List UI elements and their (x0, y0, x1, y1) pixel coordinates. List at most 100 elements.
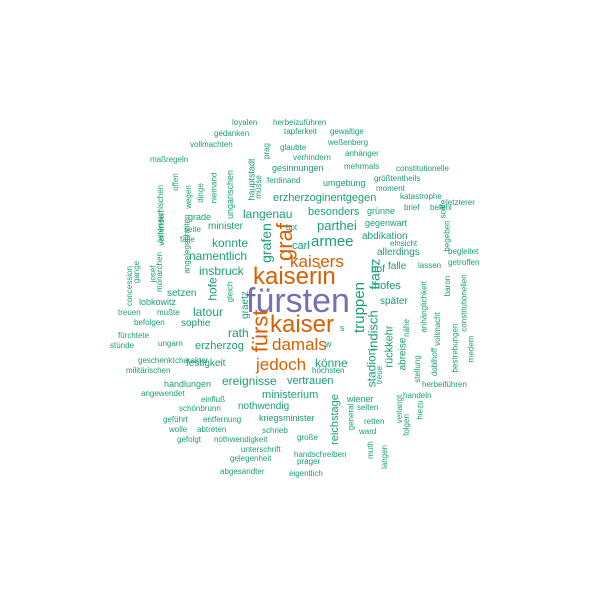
word-katastrophe: katastrophe (400, 192, 442, 201)
word-offen: offen (170, 173, 180, 191)
word-abreise: abreise (397, 337, 409, 371)
word-umgebung: umgebung (323, 178, 366, 188)
word-verhindern: verhindern (293, 153, 331, 162)
word-s: s (340, 323, 345, 333)
word-hiezu: hiezu (415, 400, 425, 420)
word-begleitet: begleitet (448, 247, 479, 256)
word-muth: muth (365, 441, 375, 459)
word-kaisers: kaisers (290, 252, 344, 271)
word-schrieb: schrieb (262, 426, 288, 435)
word-nothwendig: nothwendig (238, 401, 290, 412)
word-herbeifuehren: herbeiführen (422, 380, 467, 389)
word-graetz: graetz (239, 291, 251, 319)
word-anhaenglichkeit: anhänglichkeit (419, 281, 429, 333)
word-fuerchtete: fürchtete (118, 331, 150, 340)
word-gesinnungen: gesinnungen (272, 163, 324, 173)
word-constitutionelle: constitutionelle (396, 164, 449, 173)
word-handeln: handeln (403, 391, 432, 400)
word-moment: moment (376, 184, 405, 193)
word-wiener: wiener (347, 394, 374, 404)
word-faelle: fälle (180, 235, 195, 244)
word-stellung: stellung (412, 355, 422, 383)
word-nothwendigkeit: nothwendigkeit (214, 435, 268, 444)
word-ferdinand: ferdinand (267, 176, 301, 185)
word-langen: langen (380, 444, 390, 470)
word-gegenwart: gegenwart (365, 218, 408, 228)
word-festigkeit: festigkeit (186, 358, 226, 369)
word-naehe: nähe (401, 319, 411, 337)
word-bot: bot (286, 223, 298, 232)
word-schoenbrunn: schönbrunn (179, 404, 221, 413)
word-vertrauen: vertrauen (287, 375, 334, 387)
word-fuersten: fürsten (246, 282, 350, 320)
word-prag: prag (262, 142, 272, 160)
word-hof: hof (371, 264, 385, 275)
word-tapferkeit: tapferkeit (284, 127, 317, 136)
word-dobelhoff: doblhoff (430, 347, 440, 377)
word-gelegenheit: gelegenheit (230, 454, 272, 463)
word-abtreten: abtreten (197, 425, 227, 434)
word-jedoch: jedoch (256, 355, 307, 374)
word-mehrmals: mehrmals (344, 162, 380, 171)
word-hofes: hofes (374, 280, 401, 292)
word-kriegsminister: kriegsminister (259, 413, 315, 423)
word-general: general (346, 403, 356, 431)
word-prager: prager (297, 457, 321, 466)
word-abdikation: abdikation (362, 231, 408, 242)
word-gewaltige: gewaltige (330, 127, 364, 136)
word-insbruck: insbruck (199, 264, 244, 278)
word-latour: latour (193, 305, 224, 319)
word-grosse: große (297, 433, 318, 442)
word-einfluss: einfluß (201, 395, 226, 404)
word-anhaenger: anhänger (345, 149, 379, 158)
word-hoechsten: höchsten (312, 366, 345, 375)
word-gedanken: gedanken (214, 129, 250, 138)
word-eigentlich: eigentlich (289, 469, 323, 478)
word-grade: grade (188, 212, 212, 222)
word-lobkowitz: lobkowitz (139, 297, 177, 307)
word-fuerst: fürst (247, 309, 273, 353)
word-charakter: charakter (175, 356, 209, 365)
word-erzherzog: erzherzog (195, 340, 244, 352)
word-spaeter: später (380, 296, 408, 307)
word-langenau: langenau (243, 207, 293, 221)
word-militaerischen: militärischen (126, 366, 171, 375)
word-angewendet: angewendet (141, 389, 185, 398)
word-angelegenheiten: angelegenheiten (182, 214, 192, 274)
word-w: w (325, 339, 332, 349)
word-reichstage: reichstage (328, 394, 341, 445)
word-handschreiben: handschreiben (294, 450, 347, 459)
word-abgesandter: abgesandter (220, 467, 265, 476)
word-rueckkehr: rückkehr (383, 325, 396, 368)
word-namentlich: namentlich (189, 249, 248, 263)
word-bestrebungen: bestrebungen (450, 323, 460, 373)
word-kaiserin: kaiserin (253, 263, 336, 290)
word-gange: gange (132, 260, 142, 284)
word-entfernung: entfernung (203, 415, 242, 424)
word-ungarischen: ungarischen (225, 169, 236, 220)
word-konnte: konnte (212, 236, 249, 250)
word-gefuehrt: geführt (163, 415, 188, 424)
word-sophie: sophie (181, 318, 211, 329)
word-hofe: hofe (205, 277, 220, 301)
word-minister: minister (208, 221, 244, 232)
word-medem: medem (466, 335, 476, 363)
word-falle: falle (388, 261, 407, 272)
word-wegen: wegen (183, 185, 193, 209)
word-einsicht: einsicht (390, 239, 418, 248)
word-retten: retten (364, 417, 385, 426)
word-folgen: folgen (401, 414, 411, 436)
word-constitutionellen: constitutionellen (459, 274, 469, 332)
word-treuen: treuen (118, 308, 141, 317)
word-seiten: seiten (357, 403, 379, 412)
word-ward: ward (359, 427, 377, 436)
word-besonders: besonders (308, 206, 360, 218)
word-seite: seite (184, 225, 201, 234)
word-wolle: wolle (169, 425, 188, 434)
word-stuende: stünde (110, 341, 135, 350)
word-truppen: truppen (350, 282, 368, 333)
word-niemand: niemand (209, 172, 219, 204)
word-ministerium: ministerium (262, 389, 319, 401)
word-lassen: lassen (418, 261, 442, 270)
